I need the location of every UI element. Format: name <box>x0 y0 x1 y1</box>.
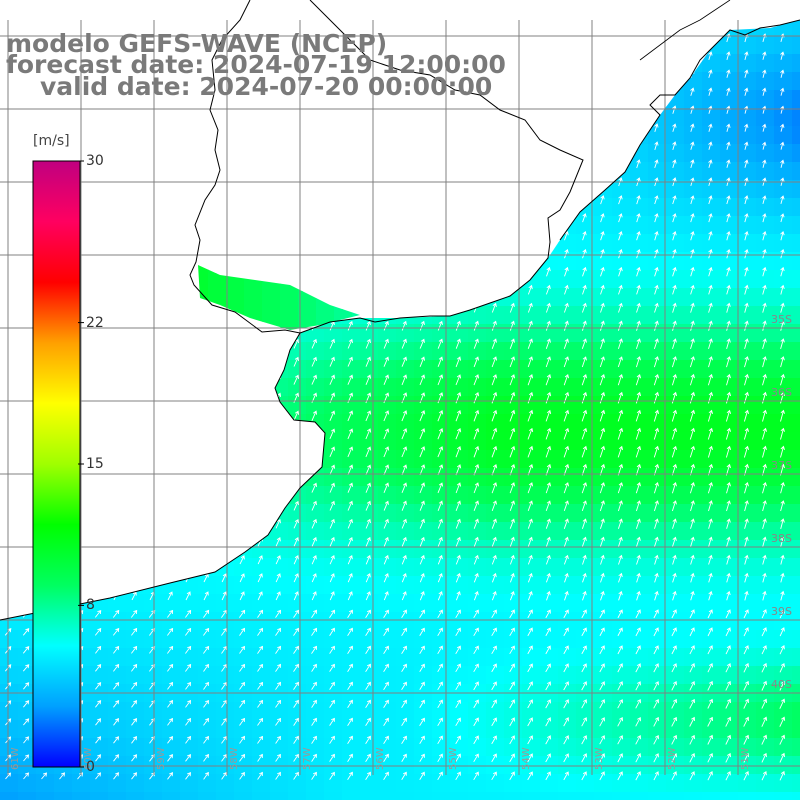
colorbar-tick-label: 8 <box>86 597 95 614</box>
longitude-label: 51W <box>740 747 751 770</box>
colorbar-tick-label: 0 <box>86 759 95 775</box>
map-title: modelo GEFS-WAVE (NCEP) <box>6 29 388 58</box>
coastline-east <box>559 19 800 241</box>
longitude-label: 52W <box>667 747 678 770</box>
lagoon-outline <box>639 0 731 61</box>
longitude-labels: 61W 60W 59W 58W 57W 56W 55W 54W 53W 52W 51W <box>10 747 751 770</box>
longitude-label: 59W <box>156 747 167 770</box>
latitude-labels: 35S 36S 37S 38S 39S 40S <box>771 313 792 691</box>
lat-lon-grid <box>0 20 800 775</box>
longitude-label: 53W <box>594 747 605 770</box>
longitude-label: 60W <box>83 747 94 770</box>
longitude-label: 57W <box>302 747 313 770</box>
coastline <box>0 0 326 621</box>
colorbar-tick-label: 22 <box>86 314 104 331</box>
colorbar-gradient <box>32 160 81 768</box>
longitude-label: 61W <box>10 747 21 770</box>
valid-date: valid date: 2024-07-20 00:00:00 <box>40 72 493 101</box>
colorbar-tick-label: 30 <box>86 153 104 169</box>
latitude-label: 35S <box>771 313 792 326</box>
colorbar <box>32 160 84 768</box>
coastline-north <box>299 0 584 334</box>
latitude-label: 36S <box>771 386 792 399</box>
colorbar-tick-label: 15 <box>86 456 104 472</box>
longitude-label: 58W <box>229 747 240 770</box>
colorbar-unit: [m/s] <box>33 133 70 149</box>
latitude-label: 39S <box>771 605 792 618</box>
latitude-label: 38S <box>771 532 792 545</box>
latitude-label: 40S <box>771 678 792 691</box>
longitude-label: 56W <box>375 747 386 770</box>
forecast-date: forecast date: 2024-07-19 12:00:00 <box>6 50 506 79</box>
longitude-label: 54W <box>521 747 532 770</box>
latitude-label: 37S <box>771 459 792 472</box>
longitude-label: 55W <box>448 747 459 770</box>
